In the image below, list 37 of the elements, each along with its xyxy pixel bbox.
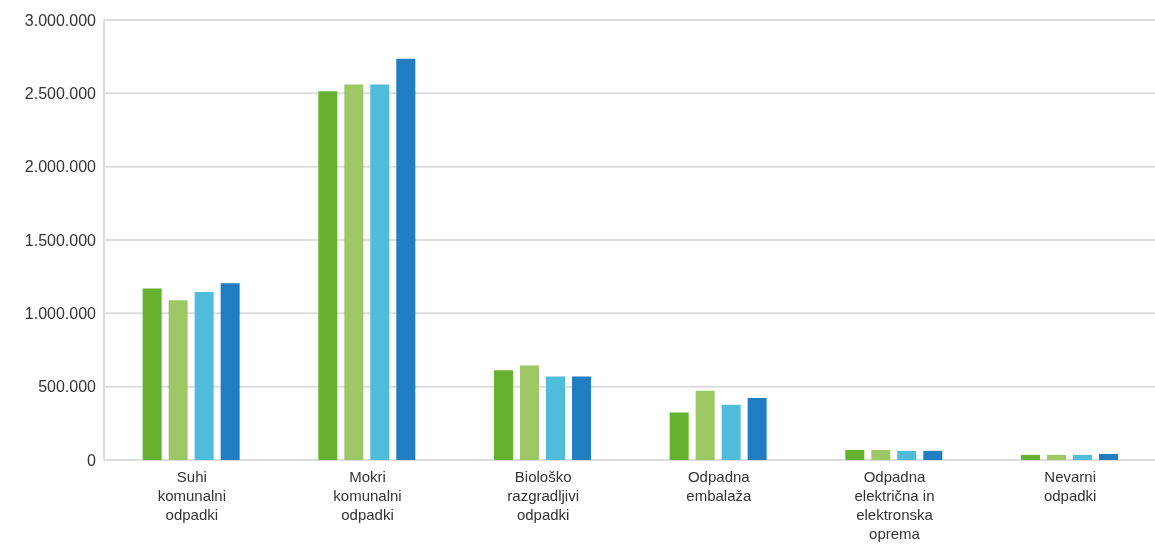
bar xyxy=(519,365,539,460)
bar xyxy=(923,450,943,460)
x-tick-label: Suhi komunalni odpadki xyxy=(157,468,227,523)
bar xyxy=(1046,454,1066,460)
bar xyxy=(396,58,416,460)
x-tick-label: Odpadna embalaža xyxy=(686,468,753,504)
bar xyxy=(871,450,891,460)
y-tick-label: 1.000.000 xyxy=(24,305,97,323)
y-tick-label: 2.000.000 xyxy=(24,158,97,176)
y-tick-label: 500.000 xyxy=(38,378,97,396)
bar xyxy=(168,300,188,460)
y-tick-label: 3.000.000 xyxy=(24,11,97,29)
x-tick-label: Biološko razgradljivi odpadki xyxy=(507,468,580,523)
bar xyxy=(142,288,162,460)
y-tick-label: 0 xyxy=(87,451,97,469)
x-tick-label: Nevarni odpadki xyxy=(1043,468,1097,504)
x-tick-label: Odpadna električna in elektronska oprema xyxy=(854,468,935,542)
bar xyxy=(695,390,715,460)
bar xyxy=(220,283,240,460)
bar xyxy=(545,376,565,460)
bar xyxy=(721,404,741,460)
bar xyxy=(845,450,865,460)
bar xyxy=(1072,454,1092,460)
bar xyxy=(897,450,917,460)
x-tick-label: Mokri komunalni odpadki xyxy=(333,468,402,523)
bar xyxy=(344,84,364,460)
bar xyxy=(1098,453,1118,460)
bar xyxy=(669,412,689,460)
bar xyxy=(1020,454,1040,460)
bar xyxy=(493,370,513,460)
bar xyxy=(318,91,338,460)
bar xyxy=(194,292,214,460)
bar xyxy=(747,398,767,460)
bar xyxy=(571,376,591,460)
bar xyxy=(370,84,390,460)
y-tick-label: 1.500.000 xyxy=(24,231,97,249)
y-tick-label: 2.500.000 xyxy=(24,85,97,103)
